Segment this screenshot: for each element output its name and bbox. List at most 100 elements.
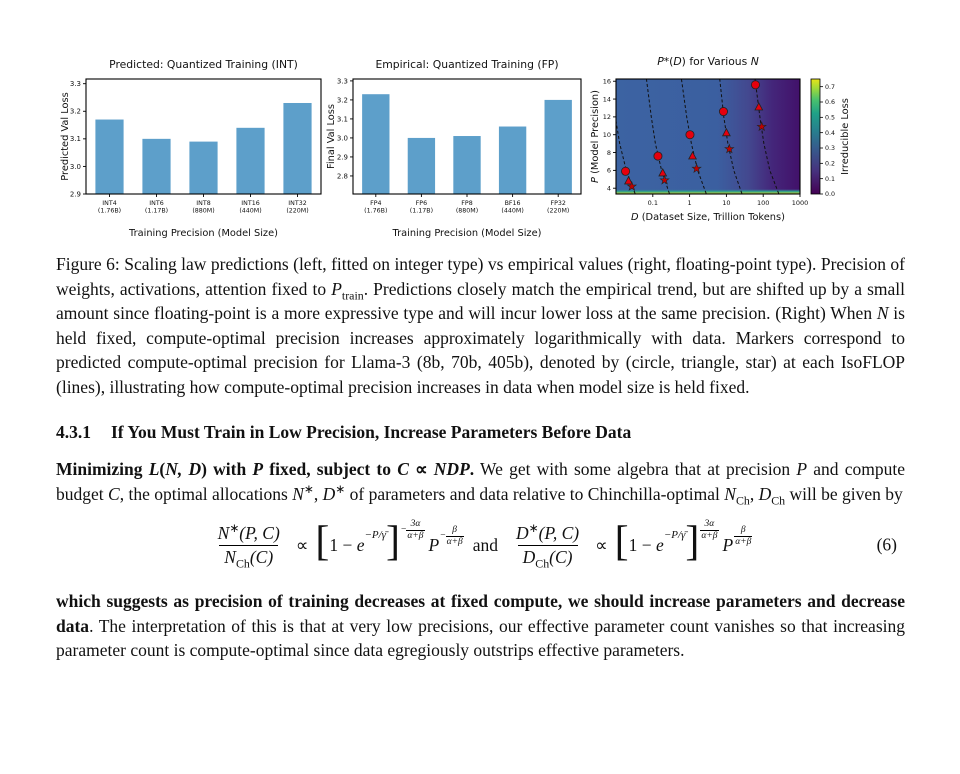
equation-6: N∗(P, C) NCh(C) ∝ [ 1 − e−P/γ̄ ] −3α α+β … xyxy=(56,516,905,574)
svg-text:0.7: 0.7 xyxy=(825,84,835,91)
svg-text:INT32: INT32 xyxy=(288,200,306,207)
bar xyxy=(498,126,527,194)
svg-text:(220M): (220M) xyxy=(547,208,569,215)
bracket-exponent-pos: 3α α+β xyxy=(700,519,719,541)
svg-text:0.1: 0.1 xyxy=(825,176,835,183)
svg-text:(1.17B): (1.17B) xyxy=(410,208,433,215)
heatmap-field xyxy=(616,79,800,194)
body-paragraph-1: Minimizing L(N, D) with P fixed, subject… xyxy=(56,459,906,507)
marker-star xyxy=(659,174,670,185)
y-axis-label: P (Model Precision) xyxy=(590,90,601,183)
body-paragraph-2: which suggests as precision of training … xyxy=(56,591,905,660)
y-axis-label: Predicted Val Loss xyxy=(60,92,71,180)
isoflop-curve xyxy=(754,79,780,194)
marker-star xyxy=(724,143,735,154)
marker-triangle xyxy=(754,102,764,111)
y-axis-label: Final Val Loss xyxy=(326,104,337,169)
svg-text:2.8: 2.8 xyxy=(337,172,348,180)
p-exponent-neg: − β α+β xyxy=(440,525,464,547)
bracket-body: 1 − e−P/γ̄ xyxy=(329,528,387,555)
svg-text:10: 10 xyxy=(722,199,730,207)
svg-text:3.2: 3.2 xyxy=(337,96,348,104)
isoflop-curve xyxy=(719,79,743,194)
svg-text:(1.76B): (1.76B) xyxy=(98,208,121,215)
svg-text:0.2: 0.2 xyxy=(825,161,835,168)
svg-text:INT8: INT8 xyxy=(196,200,210,207)
marker-triangle xyxy=(721,127,731,137)
equation-content: N∗(P, C) NCh(C) ∝ [ 1 − e−P/γ̄ ] −3α α+β … xyxy=(209,519,753,570)
svg-text:14: 14 xyxy=(603,95,611,103)
svg-text:BF16: BF16 xyxy=(505,200,521,207)
svg-text:(1.76B): (1.76B) xyxy=(364,208,387,215)
svg-text:3.3: 3.3 xyxy=(337,77,348,85)
figure-6-charts: 2.9 3.0 3.1 3.2 3.3 INT4 (1.76B) INT6 (1.17B) INT… xyxy=(0,0,960,240)
svg-text:4: 4 xyxy=(607,185,611,193)
chart-title: P*(D) for Various N xyxy=(657,55,759,68)
marker-circle xyxy=(653,151,663,161)
svg-text:INT16: INT16 xyxy=(241,200,259,207)
x-axis-label: D (Dataset Size, Trillion Tokens) xyxy=(631,212,785,223)
svg-text:(440M): (440M) xyxy=(239,208,261,215)
marker-star xyxy=(626,180,638,191)
svg-text:0.0: 0.0 xyxy=(825,191,835,198)
n-ratio-fraction: N∗(P, C) NCh(C) xyxy=(217,520,280,570)
x-axis-label: Training Precision (Model Size) xyxy=(392,228,542,239)
svg-text:(1.17B): (1.17B) xyxy=(145,208,168,215)
svg-text:FP32: FP32 xyxy=(550,200,565,207)
marker-triangle xyxy=(658,168,668,177)
bar xyxy=(453,136,481,194)
bar xyxy=(407,137,436,194)
svg-text:FP4: FP4 xyxy=(370,200,381,207)
isoflop-curves xyxy=(616,79,780,194)
bar xyxy=(544,99,572,194)
svg-text:1000: 1000 xyxy=(792,199,809,207)
svg-text:FP6: FP6 xyxy=(416,200,427,207)
svg-text:16: 16 xyxy=(603,78,611,86)
svg-text:(440M): (440M) xyxy=(501,208,523,215)
svg-text:FP8: FP8 xyxy=(461,200,472,207)
svg-text:6: 6 xyxy=(607,167,611,175)
svg-text:0.3: 0.3 xyxy=(825,145,835,152)
bar xyxy=(95,119,124,194)
chart-title: Predicted: Quantized Training (INT) xyxy=(109,58,298,71)
svg-text:3.2: 3.2 xyxy=(70,108,81,116)
colorbar-label: Irreducible Loss xyxy=(840,98,851,175)
svg-text:3.0: 3.0 xyxy=(337,134,348,142)
proportional-symbol: ∝ xyxy=(295,534,309,555)
svg-text:(880M): (880M) xyxy=(456,208,478,215)
svg-text:(880M): (880M) xyxy=(192,208,214,215)
svg-text:0.6: 0.6 xyxy=(825,99,835,106)
svg-text:8: 8 xyxy=(607,149,611,157)
marker-triangle xyxy=(688,151,698,160)
marker-circle xyxy=(685,130,695,140)
d-ratio-fraction: D∗(P, C) DCh(C) xyxy=(516,520,580,570)
section-number: 4.3.1 xyxy=(56,422,91,442)
marker-circle xyxy=(718,107,728,117)
marker-circle xyxy=(621,166,631,176)
marker-star xyxy=(756,121,767,132)
marker-star xyxy=(691,163,702,174)
figure-caption: Figure 6: Scaling law predictions (left,… xyxy=(56,254,905,397)
svg-text:10: 10 xyxy=(603,131,611,139)
svg-text:12: 12 xyxy=(603,113,611,121)
svg-text:0.5: 0.5 xyxy=(825,115,835,122)
isoflop-curve xyxy=(681,79,707,194)
x-axis-label: Training Precision (Model Size) xyxy=(128,228,278,239)
bar xyxy=(142,138,171,194)
bar xyxy=(283,102,312,194)
bar xyxy=(362,94,390,194)
bar xyxy=(189,141,218,194)
svg-text:2.9: 2.9 xyxy=(70,190,81,198)
svg-text:INT4: INT4 xyxy=(102,200,116,207)
marker-circle xyxy=(750,80,760,90)
svg-text:3.1: 3.1 xyxy=(337,115,348,123)
svg-text:100: 100 xyxy=(757,199,769,207)
p-exponent-pos: β α+β xyxy=(734,525,753,547)
equation-number: (6) xyxy=(876,534,897,555)
chart-empirical-fp-bar: 2.8 2.9 3.0 3.1 3.2 3.3 FP4(1.76B) FP6(1.17B) FP… xyxy=(326,58,582,239)
chart-title: Empirical: Quantized Training (FP) xyxy=(375,58,558,71)
colorbar xyxy=(810,78,821,195)
plot-frame xyxy=(615,78,801,195)
svg-text:3.1: 3.1 xyxy=(70,135,81,143)
